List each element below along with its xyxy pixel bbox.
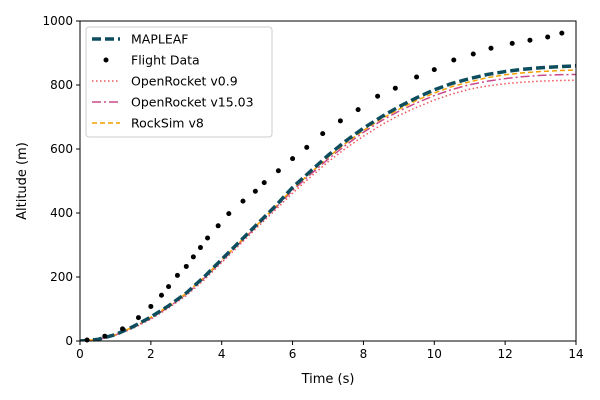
- x-tick-label: 10: [427, 347, 442, 361]
- data-point: [355, 107, 361, 113]
- data-point: [431, 67, 437, 73]
- x-tick-label: 6: [289, 347, 297, 361]
- legend-item-rocksim-v8: RockSim v8: [92, 116, 204, 131]
- legend-label: OpenRocket v15.03: [131, 95, 254, 110]
- data-point: [451, 57, 457, 63]
- x-tick-label: 0: [76, 347, 84, 361]
- data-point: [375, 93, 381, 99]
- axes-layer: 0 2 4 6 8 10 12 14 0 200 400 600 800 1000: [42, 14, 583, 361]
- data-point: [509, 40, 515, 46]
- data-point: [174, 272, 180, 278]
- data-point: [240, 198, 246, 204]
- x-tick-label: 14: [568, 347, 583, 361]
- y-tick-label: 0: [65, 334, 73, 348]
- data-point: [414, 74, 420, 80]
- x-tick-label: 2: [147, 347, 155, 361]
- data-point: [135, 315, 141, 321]
- y-tick-label: 200: [50, 270, 73, 284]
- legend-item-mapleaf: MAPLEAF: [92, 32, 188, 47]
- legend-box: [85, 26, 273, 138]
- axes-frame: [79, 20, 577, 342]
- legend-label: MAPLEAF: [131, 32, 188, 47]
- series-line-openrocket-v15-03: [80, 73, 576, 341]
- x-axis-label: Time (s): [301, 372, 355, 387]
- data-point: [470, 51, 476, 57]
- legend-marker: [103, 57, 109, 63]
- data-point: [183, 263, 189, 269]
- data-point: [275, 168, 281, 174]
- data-point: [84, 337, 90, 343]
- x-tick-label: 12: [498, 347, 513, 361]
- data-point: [392, 85, 398, 91]
- y-tick-label: 1000: [42, 14, 73, 28]
- legend-item-flight-data: Flight Data: [103, 53, 200, 68]
- data-point: [290, 156, 296, 162]
- legend-label: Flight Data: [131, 53, 200, 68]
- data-point: [545, 34, 551, 40]
- legend-label: OpenRocket v0.9: [131, 74, 238, 89]
- data-point: [320, 131, 326, 137]
- data-point: [337, 118, 343, 124]
- data-point: [205, 235, 211, 241]
- legend-item-openrocket-v15-03: OpenRocket v15.03: [92, 95, 254, 110]
- y-tick-label: 800: [50, 78, 73, 92]
- legend-label: RockSim v8: [131, 116, 204, 131]
- data-point: [226, 211, 232, 217]
- data-point: [158, 292, 164, 298]
- data-point: [252, 188, 258, 194]
- legend: MAPLEAF Flight Data OpenRocket v0.9 OpenRoc…: [85, 26, 273, 138]
- data-point: [190, 254, 196, 260]
- data-point: [261, 180, 267, 186]
- data-point: [527, 37, 533, 43]
- data-point: [102, 333, 108, 339]
- series-line-openrocket-v0-9: [80, 79, 576, 341]
- y-tick-label: 600: [50, 142, 73, 156]
- data-point: [120, 326, 126, 332]
- x-tick-label: 8: [360, 347, 368, 361]
- y-axis-label: Altitude (m): [15, 142, 30, 220]
- data-point: [148, 303, 154, 309]
- data-point: [559, 30, 565, 36]
- data-point: [166, 284, 172, 290]
- data-point: [488, 45, 494, 51]
- series-layer: [80, 30, 576, 343]
- data-point: [215, 223, 221, 229]
- series-flight-data: [84, 30, 565, 343]
- legend-item-openrocket-v0-9: OpenRocket v0.9: [92, 74, 238, 89]
- series-line-mapleaf: [80, 64, 576, 341]
- data-point: [197, 245, 203, 251]
- y-tick-label: 400: [50, 206, 73, 220]
- x-tick-label: 4: [218, 347, 226, 361]
- data-point: [304, 144, 310, 150]
